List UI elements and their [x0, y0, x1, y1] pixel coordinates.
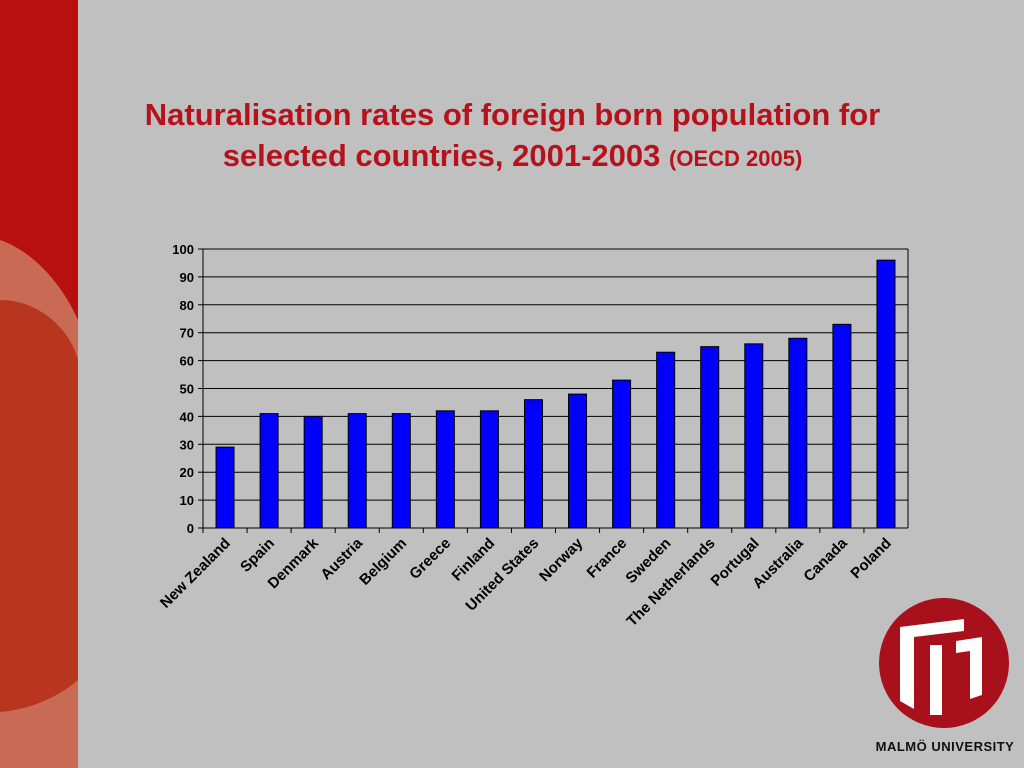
x-axis-category-labels: New Zealand SpainDenmarkAustriaBelgiumGre… [157, 534, 895, 630]
y-tick-label: 50 [180, 382, 194, 397]
x-category-label: Canada [800, 534, 851, 585]
logo-wordmark: MALMÖ UNIVERSITY [875, 739, 1015, 754]
y-tick-label: 70 [180, 326, 194, 341]
x-category-label: Greece [406, 535, 454, 583]
bar-belgium [391, 413, 411, 529]
bar-poland [876, 259, 896, 529]
bar-the-netherlands [700, 346, 720, 529]
bar-australia [788, 337, 808, 529]
x-category-label: Belgium [356, 535, 410, 589]
title-source-text: (OECD 2005) [669, 146, 803, 171]
bar-norway [568, 393, 588, 529]
title-main-text: Naturalisation rates of foreign born pop… [144, 97, 881, 173]
bar-sweden [656, 351, 676, 529]
slide-title: Naturalisation rates of foreign born pop… [90, 94, 935, 179]
y-tick-label: 40 [180, 409, 194, 424]
y-axis-tick-labels: 0 10 20 30 40 50 60 70 80 90 100 [172, 242, 194, 536]
x-category-label: Poland [847, 535, 894, 582]
bar-united-states [523, 399, 543, 529]
malmo-university-logo [879, 598, 1009, 728]
y-tick-label: 60 [180, 354, 194, 369]
x-category-label: Norway [536, 534, 587, 585]
bar-new-zealand [215, 446, 235, 529]
bars [215, 259, 896, 529]
bar-canada [832, 323, 852, 529]
bar-finland [479, 410, 499, 529]
y-tick-label: 100 [172, 242, 194, 257]
decorative-left-band [0, 0, 78, 768]
bar-spain [259, 413, 279, 529]
bar-greece [435, 410, 455, 529]
bar-france [612, 379, 632, 529]
y-tick-label: 10 [180, 493, 194, 508]
bar-austria [347, 413, 367, 529]
x-category-label: Spain [237, 535, 278, 576]
axes [202, 249, 909, 529]
y-tick-label: 90 [180, 270, 194, 285]
bar-portugal [744, 343, 764, 529]
x-category-label: New Zealand [157, 535, 234, 612]
y-tick-label: 80 [180, 298, 194, 313]
y-tick-label: 20 [180, 465, 194, 480]
y-tick-label: 0 [187, 521, 194, 536]
bar-denmark [303, 415, 323, 529]
y-tick-label: 30 [180, 437, 194, 452]
